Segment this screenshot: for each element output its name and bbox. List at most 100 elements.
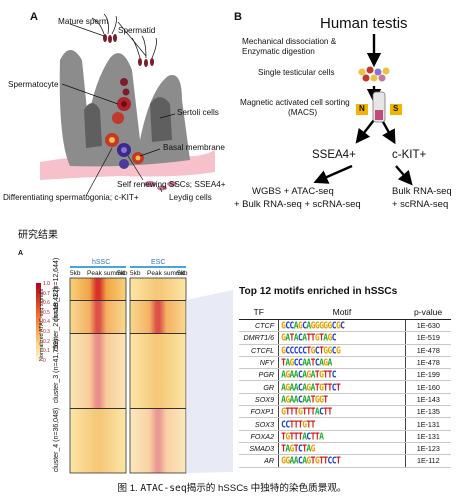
motif-row: FOXP1 GTTTGTTTACTT 1E-135 <box>239 405 451 419</box>
label-ssc: Self renewing SSCs; SSEA4+ <box>117 180 226 189</box>
cluster-n: (n=36,048) <box>53 407 60 442</box>
colorbar-tick: 0 <box>43 357 46 364</box>
motif-tf: GR <box>239 380 279 394</box>
cluster-n: (n=41,759) <box>53 338 60 373</box>
motif-pvalue: 1E-135 <box>405 405 451 419</box>
caption-mono: ATAC-seq <box>140 483 187 494</box>
tick-mid-2: Peak summit <box>147 270 185 277</box>
motif-row: GR AGAACAGATGTTCT 1E-160 <box>239 380 451 394</box>
tick-mid-1: Peak summit <box>87 270 125 277</box>
colorbar-tick: 1.0 <box>43 281 50 287</box>
motif-row: SOX3 CCTTTGTT 1E-131 <box>239 417 451 431</box>
figure-caption: 图 1. ATAC-seq揭示的 hSSCs 中独特的染色质景观。 <box>0 480 464 494</box>
left-assay-line2: + Bulk RNA-seq + scRNA-seq <box>234 199 361 210</box>
label-leydig: Leydig cells <box>169 193 212 202</box>
motif-logo-cell: GCCAGCAGGGGGCGC <box>278 319 406 333</box>
section-heading: 研究结果 <box>18 230 58 241</box>
motif-pvalue: 1E-112 <box>405 454 451 468</box>
colorbar-tick: 0.1 <box>43 348 50 355</box>
right-assay-line2: + scRNA-seq <box>392 199 449 210</box>
col-esc-bar <box>130 266 186 268</box>
panel-a-letter: A <box>30 11 38 23</box>
motif-tf: SOX3 <box>239 417 279 431</box>
step2-label: Single testicular cells <box>258 68 335 77</box>
motif-pvalue: 1E-160 <box>405 380 451 394</box>
motif-logo: TGTTTACTTA <box>281 430 324 442</box>
motif-tf: FOXP1 <box>239 405 279 419</box>
workflow-arrows <box>313 34 413 186</box>
motif-logo: AGAACAATGGT <box>281 393 328 406</box>
motif-tf: SOX9 <box>239 393 279 407</box>
label-spermatid: Spermatid <box>118 26 156 35</box>
motif-logo-cell: GATACATTGTAGC <box>278 331 406 345</box>
left-assay-line1: WGBS + ATAC-seq <box>252 186 334 197</box>
motif-tf: FOXA2 <box>239 430 279 443</box>
step3-line2: (MACS) <box>288 108 318 117</box>
motif-row: PGR AGAACAGATGTTC 1E-199 <box>239 368 451 382</box>
colorbar-tick: 0.7 <box>43 290 50 297</box>
motif-tf: SMAD3 <box>239 442 279 456</box>
motif-title: Top 12 motifs enriched in hSSCs <box>239 286 398 297</box>
step1-line2: Enzymatic digestion <box>242 47 315 56</box>
seminiferous-illustration <box>40 13 215 197</box>
workflow-title: Human testis <box>320 15 408 32</box>
motif-tf: NFY <box>239 356 279 370</box>
caption-text: 揭示的 hSSCs 中独特的染色质景观。 <box>186 483 347 494</box>
motif-pvalue: 1E-519 <box>405 331 451 345</box>
motif-logo-cell: GTTTGTTTACTT <box>278 405 406 419</box>
motif-logo-cell: CCTTTGTT <box>278 417 406 431</box>
motif-logo: TAGCCAATCAGA <box>281 356 332 369</box>
motif-logo: GATACATTGTAGC <box>281 332 336 344</box>
motif-pvalue: 1E-143 <box>405 393 451 407</box>
pop-ckit: c-KIT+ <box>392 149 427 161</box>
header-motif: Motif <box>278 304 406 320</box>
motif-logo: CCTTTGTT <box>281 418 315 430</box>
motif-pvalue: 1E-630 <box>405 319 451 333</box>
magnet-n: N <box>359 104 365 113</box>
motif-tf: DMRT1/6 <box>239 331 279 345</box>
tick-right-1: 5kb <box>117 270 128 277</box>
motif-pvalue: 1E-478 <box>405 356 451 370</box>
motif-tf: CTCFL <box>239 344 279 357</box>
motif-row: CTCFL GCCCCCTGCTGGCG 1E-478 <box>239 344 451 357</box>
motif-logo-cell: GGAACAGTGTTCCT <box>278 454 406 468</box>
colorbar-tick: 0.2 <box>43 338 50 345</box>
motif-logo-cell: AGAACAATGGT <box>278 393 406 407</box>
motif-logo-cell: TAGCCAATCAGA <box>278 356 406 370</box>
motif-logo: GTTTGTTTACTT <box>281 406 332 418</box>
motif-logo-cell: AGAACAGATGTTCT <box>278 380 406 394</box>
label-mature-sperm: Mature sperm <box>58 17 109 26</box>
colorbar-tick: 0.5 <box>43 309 50 316</box>
tick-left-2: 5kb <box>130 270 141 277</box>
colorbar-tick: 0.6 <box>43 300 50 307</box>
label-diff: Differentiating spermatogonia; c-KIT+ <box>3 193 139 202</box>
caption-prefix: 图 1. <box>117 483 141 494</box>
motif-tf: CTCF <box>239 319 279 333</box>
tick-left-1: 5kb <box>70 270 81 277</box>
col-hssc: hSSC <box>92 259 111 266</box>
cluster-name: cluster_4 <box>53 443 60 473</box>
motif-logo: GCCAGCAGGGGGCGC <box>281 320 345 332</box>
motif-tf: PGR <box>239 368 279 382</box>
label-basal: Basal membrane <box>163 143 225 152</box>
motif-logo: TAGTCTAG <box>281 442 315 455</box>
cluster-label-4: cluster_4 (n=36,048) <box>53 405 65 475</box>
motif-header-row: TF Motif p-value <box>239 304 451 320</box>
magnet-s: S <box>393 104 399 113</box>
step1-line1: Mechanical dissociation & <box>242 37 337 46</box>
motif-logo: GCCCCCTGCTGGCG <box>281 344 341 356</box>
motif-table: TF Motif p-value CTCF GCCAGCAGGGGGCGC 1E-6… <box>239 304 451 468</box>
motif-pvalue: 1E-131 <box>405 417 451 431</box>
step3-line1: Magnetic activated cell sorting <box>240 98 350 107</box>
motif-row: SOX9 AGAACAATGGT 1E-143 <box>239 393 451 407</box>
motif-row: AR GGAACAGTGTTCCT 1E-112 <box>239 454 451 468</box>
colorbar-tick: 0.3 <box>43 328 50 335</box>
motif-row: NFY TAGCCAATCAGA 1E-478 <box>239 356 451 370</box>
panel-a-diagram: A <box>0 0 232 222</box>
motif-logo-cell: TAGTCTAG <box>278 442 406 456</box>
colorbar-ticks: 1.0 0.7 0.6 0.5 0.4 0.3 0.2 0.1 0 <box>43 281 50 367</box>
motif-tf: AR <box>239 454 279 468</box>
motif-pvalue: 1E-123 <box>405 442 451 456</box>
motif-row: FOXA2 TGTTTACTTA 1E-131 <box>239 430 451 443</box>
motif-logo-cell: TGTTTACTTA <box>278 430 406 443</box>
